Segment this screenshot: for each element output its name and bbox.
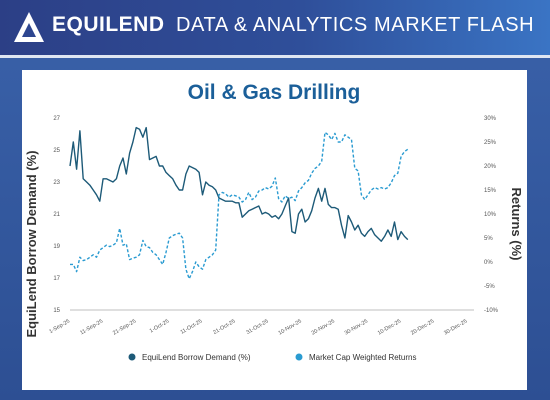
y-tick-label: 17 (53, 276, 60, 282)
x-tick-label: 11-Oct-25 (180, 319, 204, 336)
brand-name: EQUILEND (52, 13, 165, 36)
x-tick-label: 10-Nov-25 (278, 319, 303, 337)
x-tick-label: 30-Dec-25 (443, 319, 468, 337)
series-line-borrow-demand (69, 126, 409, 242)
header-tagline: DATA & ANALYTICS MARKET FLASH (176, 14, 535, 36)
x-tick-label: 20-Nov-25 (311, 319, 336, 337)
equilend-logo-icon (14, 12, 44, 42)
header-banner: EQUILEND DATA & ANALYTICS MARKET FLASH (0, 0, 550, 55)
y2-tick-label: 30% (484, 116, 497, 122)
legend-label: EquiLend Borrow Demand (%) (142, 353, 251, 362)
y-tick-label: 19 (53, 244, 60, 250)
x-tick-label: 1-Oct-25 (149, 319, 171, 335)
y-tick-label: 15 (53, 308, 60, 314)
y2-tick-label: 20% (484, 164, 497, 170)
y-tick-label: 23 (53, 180, 60, 186)
legend-marker (295, 353, 303, 361)
x-tick-label: 11-Sep-25 (79, 319, 104, 337)
y2-tick-label: 25% (484, 140, 497, 146)
legend-marker (128, 353, 136, 361)
x-tick-label: 10-Dec-25 (377, 319, 402, 337)
series-line-returns (70, 131, 409, 280)
y-tick-label: 21 (53, 212, 60, 218)
legend-label: Market Cap Weighted Returns (309, 353, 416, 362)
y2-tick-label: 5% (484, 236, 493, 242)
chart: Oil & Gas Drilling 15 17 19 21 23 25 27 -10% -5% 0… (24, 81, 524, 362)
x-tick-label: 1-Sep-25 (48, 319, 71, 336)
chart-title: Oil & Gas Drilling (188, 81, 361, 104)
x-tick-label: 21-Sep-25 (112, 319, 137, 337)
y2-tick-label: -10% (484, 308, 499, 314)
x-tick-label: 20-Dec-25 (410, 319, 435, 337)
y2-tick-label: 0% (484, 260, 493, 266)
y2-tick-label: -5% (484, 284, 495, 290)
x-tick-label: 21-Oct-25 (212, 319, 236, 336)
y-tick-label: 25 (53, 148, 60, 154)
y2-tick-label: 10% (484, 212, 497, 218)
x-tick-label: 31-Oct-25 (245, 319, 269, 336)
y2-axis-title: Returns (%) (509, 188, 524, 261)
chart-card: Oil & Gas Drilling 15 17 19 21 23 25 27 -10% -5% 0… (22, 70, 527, 390)
y2-tick-label: 15% (484, 188, 497, 194)
header-divider (0, 55, 550, 58)
y-axis-title: EquiLend Borrow Demand (%) (24, 150, 39, 337)
y-tick-label: 27 (53, 116, 60, 122)
x-tick-label: 30-Nov-25 (344, 319, 369, 337)
